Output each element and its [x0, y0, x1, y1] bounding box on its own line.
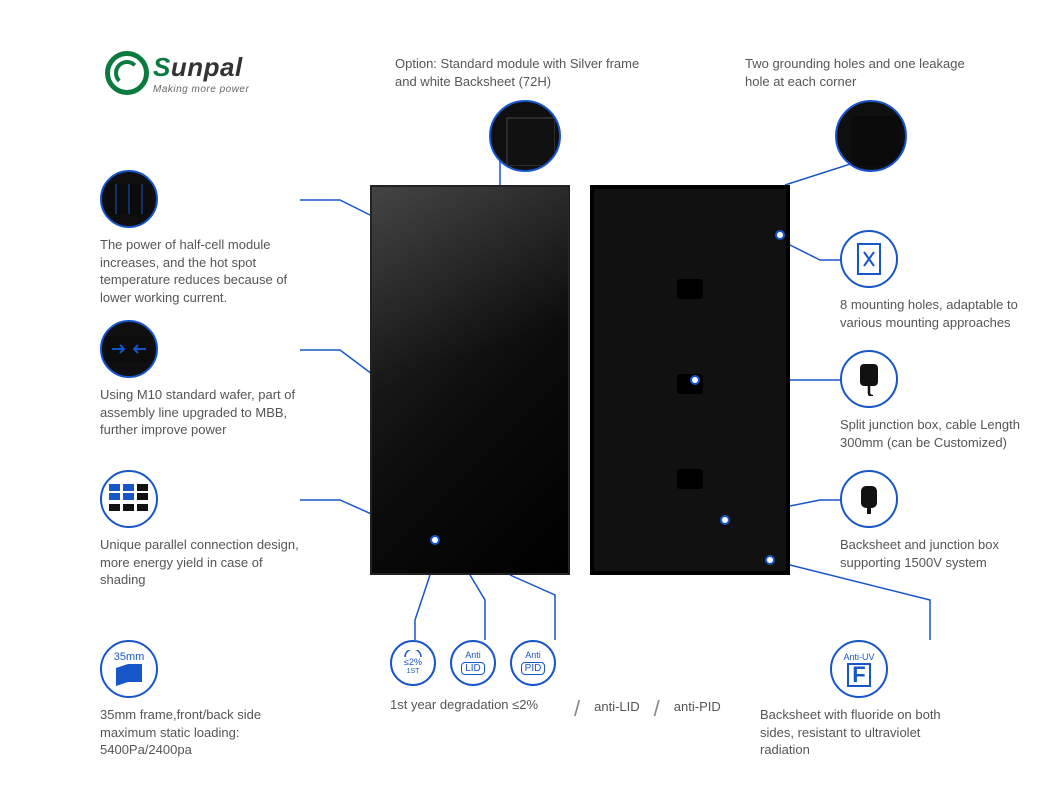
junction-box-icon — [677, 469, 703, 489]
badge-box: PID — [521, 662, 546, 675]
callout-option: Option: Standard module with Silver fram… — [395, 55, 655, 172]
module-corner-icon — [489, 100, 561, 172]
frame-icon: 35mm — [100, 640, 158, 698]
brand-rest: unpal — [171, 52, 243, 82]
callout-grounding: Two grounding holes and one leakage hole… — [745, 55, 965, 172]
badge-top: Anti — [465, 651, 481, 661]
callout-text: Using M10 standard wafer, part of assemb… — [100, 386, 310, 439]
spec-uv: Anti-UV F Backsheet with fluoride on bot… — [760, 640, 960, 759]
callout-text: Option: Standard module with Silver fram… — [395, 55, 655, 90]
spec-text: Backsheet with fluoride on both sides, r… — [760, 706, 960, 759]
brand-tagline: Making more power — [153, 83, 249, 97]
callout-text: Two grounding holes and one leakage hole… — [745, 55, 965, 90]
uv-badge: Anti-UV F — [830, 640, 888, 698]
badge-box: LID — [461, 662, 485, 675]
brand-name: Sunpal — [153, 50, 249, 85]
spec-text: 1st year degradation ≤2% — [390, 696, 560, 714]
marker-dot — [720, 515, 730, 525]
spec-frame: 35mm 35mm frame,front/back side maximum … — [100, 640, 300, 759]
halfcell-icon — [100, 170, 158, 228]
callout-text: Unique parallel connection design, more … — [100, 536, 310, 589]
marker-dot — [690, 375, 700, 385]
frame-label: 35mm — [114, 650, 145, 665]
junction-box-icon — [677, 279, 703, 299]
separator: / — [574, 674, 580, 724]
callout-m10: Using M10 standard wafer, part of assemb… — [100, 320, 310, 439]
spec-degradation: ≤2% 1ST Anti LID Anti PID 1st year degra… — [390, 640, 560, 714]
corner-hole-icon — [835, 100, 907, 172]
bottom-row: 35mm 35mm frame,front/back side maximum … — [100, 640, 960, 759]
callout-1500v: Backsheet and junction box supporting 15… — [840, 470, 1030, 571]
badge-sub: 1ST — [407, 668, 420, 676]
backsheet-icon — [840, 470, 898, 528]
callout-text: 8 mounting holes, adaptable to various m… — [840, 296, 1020, 331]
callout-text: The power of half-cell module increases,… — [100, 236, 310, 306]
callout-halfcell: The power of half-cell module increases,… — [100, 170, 310, 306]
callout-mounting: 8 mounting holes, adaptable to various m… — [840, 230, 1020, 331]
marker-dot — [765, 555, 775, 565]
spec-text: 35mm frame,front/back side maximum stati… — [100, 706, 300, 759]
callout-junction: Split junction box, cable Length 300mm (… — [840, 350, 1020, 451]
separator: / — [654, 674, 660, 724]
badge-letter: F — [847, 663, 871, 687]
spec-text: anti-LID — [594, 640, 640, 716]
marker-dot — [775, 230, 785, 240]
callout-text: Split junction box, cable Length 300mm (… — [840, 416, 1020, 451]
junction-icon — [840, 350, 898, 408]
callout-parallel: Unique parallel connection design, more … — [100, 470, 310, 589]
spec-text: anti-PID — [674, 640, 721, 716]
callout-text: Backsheet and junction box supporting 15… — [840, 536, 1030, 571]
panel-front — [370, 185, 570, 575]
wafer-icon — [100, 320, 158, 378]
logo-swirl-icon — [105, 51, 149, 95]
brand-initial: S — [153, 52, 171, 82]
lid-badge: Anti LID — [450, 640, 496, 686]
marker-dot — [430, 535, 440, 545]
degradation-badge: ≤2% 1ST — [390, 640, 436, 686]
mounting-icon — [840, 230, 898, 288]
parallel-icon — [100, 470, 158, 528]
badge-value: ≤2% — [404, 658, 422, 668]
pid-badge: Anti PID — [510, 640, 556, 686]
badge-top: Anti — [525, 651, 541, 661]
brand-logo: Sunpal Making more power — [105, 50, 249, 97]
